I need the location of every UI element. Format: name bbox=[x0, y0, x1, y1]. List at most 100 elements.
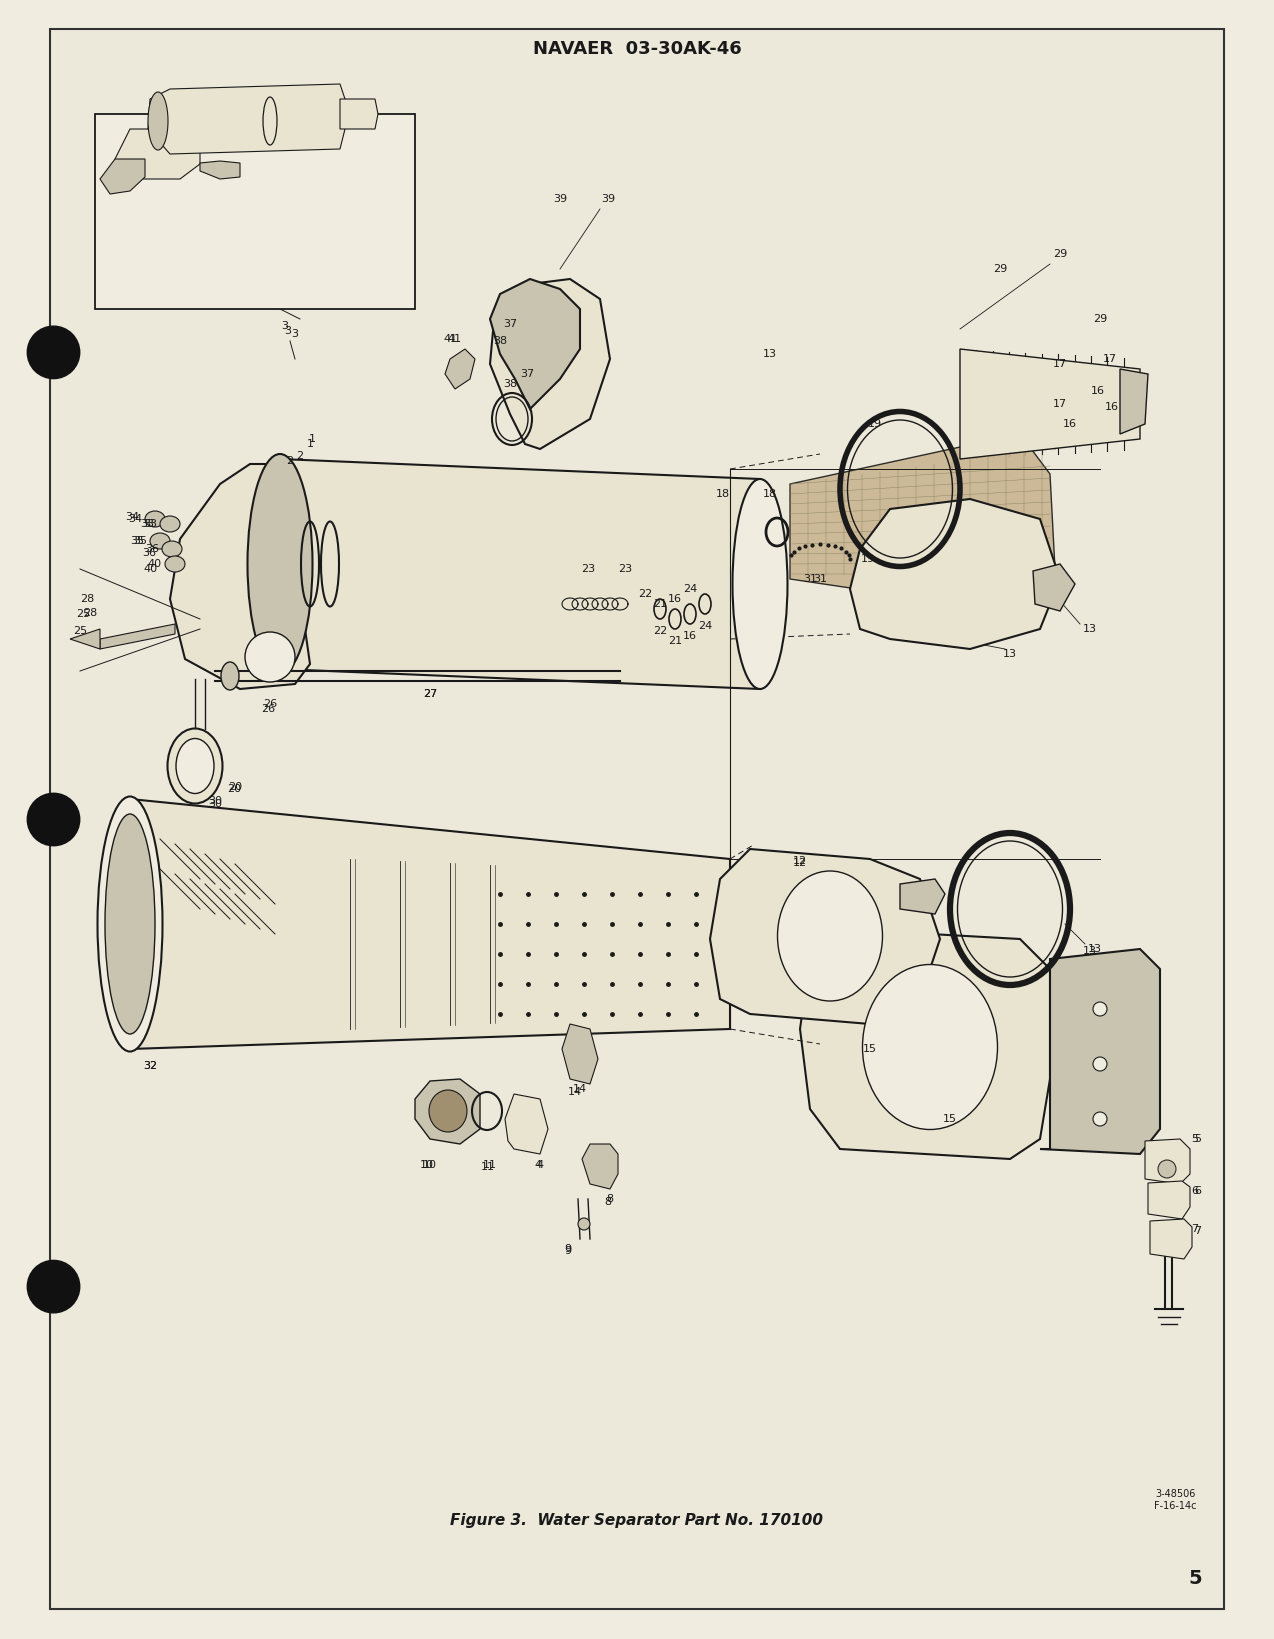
Text: 29: 29 bbox=[1052, 249, 1068, 259]
Ellipse shape bbox=[161, 516, 180, 533]
Text: 15: 15 bbox=[862, 1044, 877, 1054]
Polygon shape bbox=[70, 629, 99, 649]
Polygon shape bbox=[1148, 1182, 1190, 1219]
Text: 11: 11 bbox=[483, 1160, 497, 1170]
Text: 12: 12 bbox=[792, 857, 806, 869]
Polygon shape bbox=[340, 98, 378, 129]
Text: 7: 7 bbox=[1195, 1226, 1201, 1236]
Text: 19: 19 bbox=[868, 420, 882, 429]
Text: 6: 6 bbox=[1191, 1187, 1199, 1196]
Ellipse shape bbox=[104, 815, 155, 1034]
Polygon shape bbox=[505, 1093, 548, 1154]
Ellipse shape bbox=[220, 662, 240, 690]
Text: 7: 7 bbox=[1191, 1224, 1199, 1234]
Polygon shape bbox=[1040, 949, 1161, 1154]
Text: 33: 33 bbox=[143, 520, 157, 529]
Text: 36: 36 bbox=[141, 547, 155, 557]
Polygon shape bbox=[490, 279, 610, 449]
Circle shape bbox=[27, 1260, 80, 1313]
Polygon shape bbox=[99, 159, 145, 193]
Text: 35: 35 bbox=[130, 536, 144, 546]
Text: 30: 30 bbox=[208, 797, 222, 806]
Polygon shape bbox=[415, 1078, 480, 1144]
Text: 30: 30 bbox=[208, 798, 222, 810]
Text: 36: 36 bbox=[145, 544, 159, 554]
Text: 13: 13 bbox=[1083, 946, 1097, 956]
Text: 14: 14 bbox=[573, 1083, 587, 1093]
Text: 32: 32 bbox=[143, 1060, 157, 1070]
Text: 27: 27 bbox=[423, 688, 437, 698]
Text: 13: 13 bbox=[1003, 649, 1017, 659]
Text: 24: 24 bbox=[683, 583, 697, 593]
Polygon shape bbox=[99, 624, 175, 649]
Text: 5: 5 bbox=[1195, 1134, 1201, 1144]
Text: 1: 1 bbox=[307, 439, 313, 449]
Polygon shape bbox=[850, 498, 1060, 649]
Ellipse shape bbox=[429, 1090, 468, 1133]
Text: 27: 27 bbox=[423, 688, 437, 698]
Text: 21: 21 bbox=[654, 598, 668, 610]
Text: 4: 4 bbox=[534, 1160, 541, 1170]
Text: 24: 24 bbox=[698, 621, 712, 631]
Text: 38: 38 bbox=[503, 379, 517, 388]
Ellipse shape bbox=[777, 870, 883, 1001]
Text: 12: 12 bbox=[792, 856, 806, 865]
Circle shape bbox=[27, 326, 80, 379]
Text: 9: 9 bbox=[564, 1246, 572, 1255]
Text: 39: 39 bbox=[601, 193, 615, 203]
Polygon shape bbox=[1150, 1219, 1192, 1259]
Text: 31: 31 bbox=[813, 574, 827, 583]
Text: 32: 32 bbox=[143, 1060, 157, 1070]
Text: 41: 41 bbox=[443, 334, 457, 344]
Text: 15: 15 bbox=[943, 1115, 957, 1124]
Text: 18: 18 bbox=[763, 488, 777, 498]
Text: 38: 38 bbox=[493, 336, 507, 346]
Text: 10: 10 bbox=[423, 1160, 437, 1170]
Text: 31: 31 bbox=[803, 574, 817, 583]
Ellipse shape bbox=[98, 797, 163, 1052]
Text: 13: 13 bbox=[763, 349, 777, 359]
Text: 5: 5 bbox=[1191, 1134, 1199, 1144]
Polygon shape bbox=[710, 849, 940, 1024]
Text: 40: 40 bbox=[148, 559, 162, 569]
Text: 3: 3 bbox=[292, 329, 298, 339]
Circle shape bbox=[27, 793, 80, 846]
Text: 9: 9 bbox=[564, 1244, 572, 1254]
Text: 20: 20 bbox=[227, 783, 241, 793]
Text: 16: 16 bbox=[668, 593, 682, 605]
Text: 26: 26 bbox=[262, 698, 276, 710]
Text: 4: 4 bbox=[536, 1160, 544, 1170]
Ellipse shape bbox=[148, 92, 168, 151]
Text: 34: 34 bbox=[125, 511, 139, 521]
Text: 3: 3 bbox=[284, 326, 292, 336]
Text: 39: 39 bbox=[553, 193, 567, 203]
Polygon shape bbox=[1033, 564, 1075, 611]
Text: 29: 29 bbox=[1093, 315, 1107, 325]
Text: 28: 28 bbox=[80, 593, 94, 605]
Text: 25: 25 bbox=[73, 626, 87, 636]
Text: 16: 16 bbox=[683, 631, 697, 641]
Polygon shape bbox=[169, 464, 310, 688]
Text: 16: 16 bbox=[1063, 420, 1077, 429]
Text: 29: 29 bbox=[992, 264, 1008, 274]
Polygon shape bbox=[200, 161, 240, 179]
Ellipse shape bbox=[247, 454, 312, 674]
Polygon shape bbox=[961, 349, 1140, 459]
Text: 17: 17 bbox=[1052, 398, 1068, 410]
Polygon shape bbox=[1145, 1139, 1190, 1183]
Polygon shape bbox=[899, 879, 945, 915]
Text: NAVAER  03-30AK-46: NAVAER 03-30AK-46 bbox=[533, 39, 741, 57]
Text: 17: 17 bbox=[1052, 359, 1068, 369]
Ellipse shape bbox=[1158, 1160, 1176, 1178]
Text: 25: 25 bbox=[76, 610, 90, 620]
Ellipse shape bbox=[162, 541, 182, 557]
Text: 1: 1 bbox=[308, 434, 316, 444]
Text: 3-48506: 3-48506 bbox=[1154, 1488, 1195, 1500]
Ellipse shape bbox=[733, 479, 787, 688]
Text: Figure 3.  Water Separator Part No. 170100: Figure 3. Water Separator Part No. 17010… bbox=[451, 1513, 823, 1529]
Text: 14: 14 bbox=[568, 1087, 582, 1096]
Text: 10: 10 bbox=[420, 1160, 434, 1170]
Polygon shape bbox=[148, 84, 345, 154]
Text: 40: 40 bbox=[143, 564, 157, 574]
Text: 22: 22 bbox=[638, 588, 652, 598]
